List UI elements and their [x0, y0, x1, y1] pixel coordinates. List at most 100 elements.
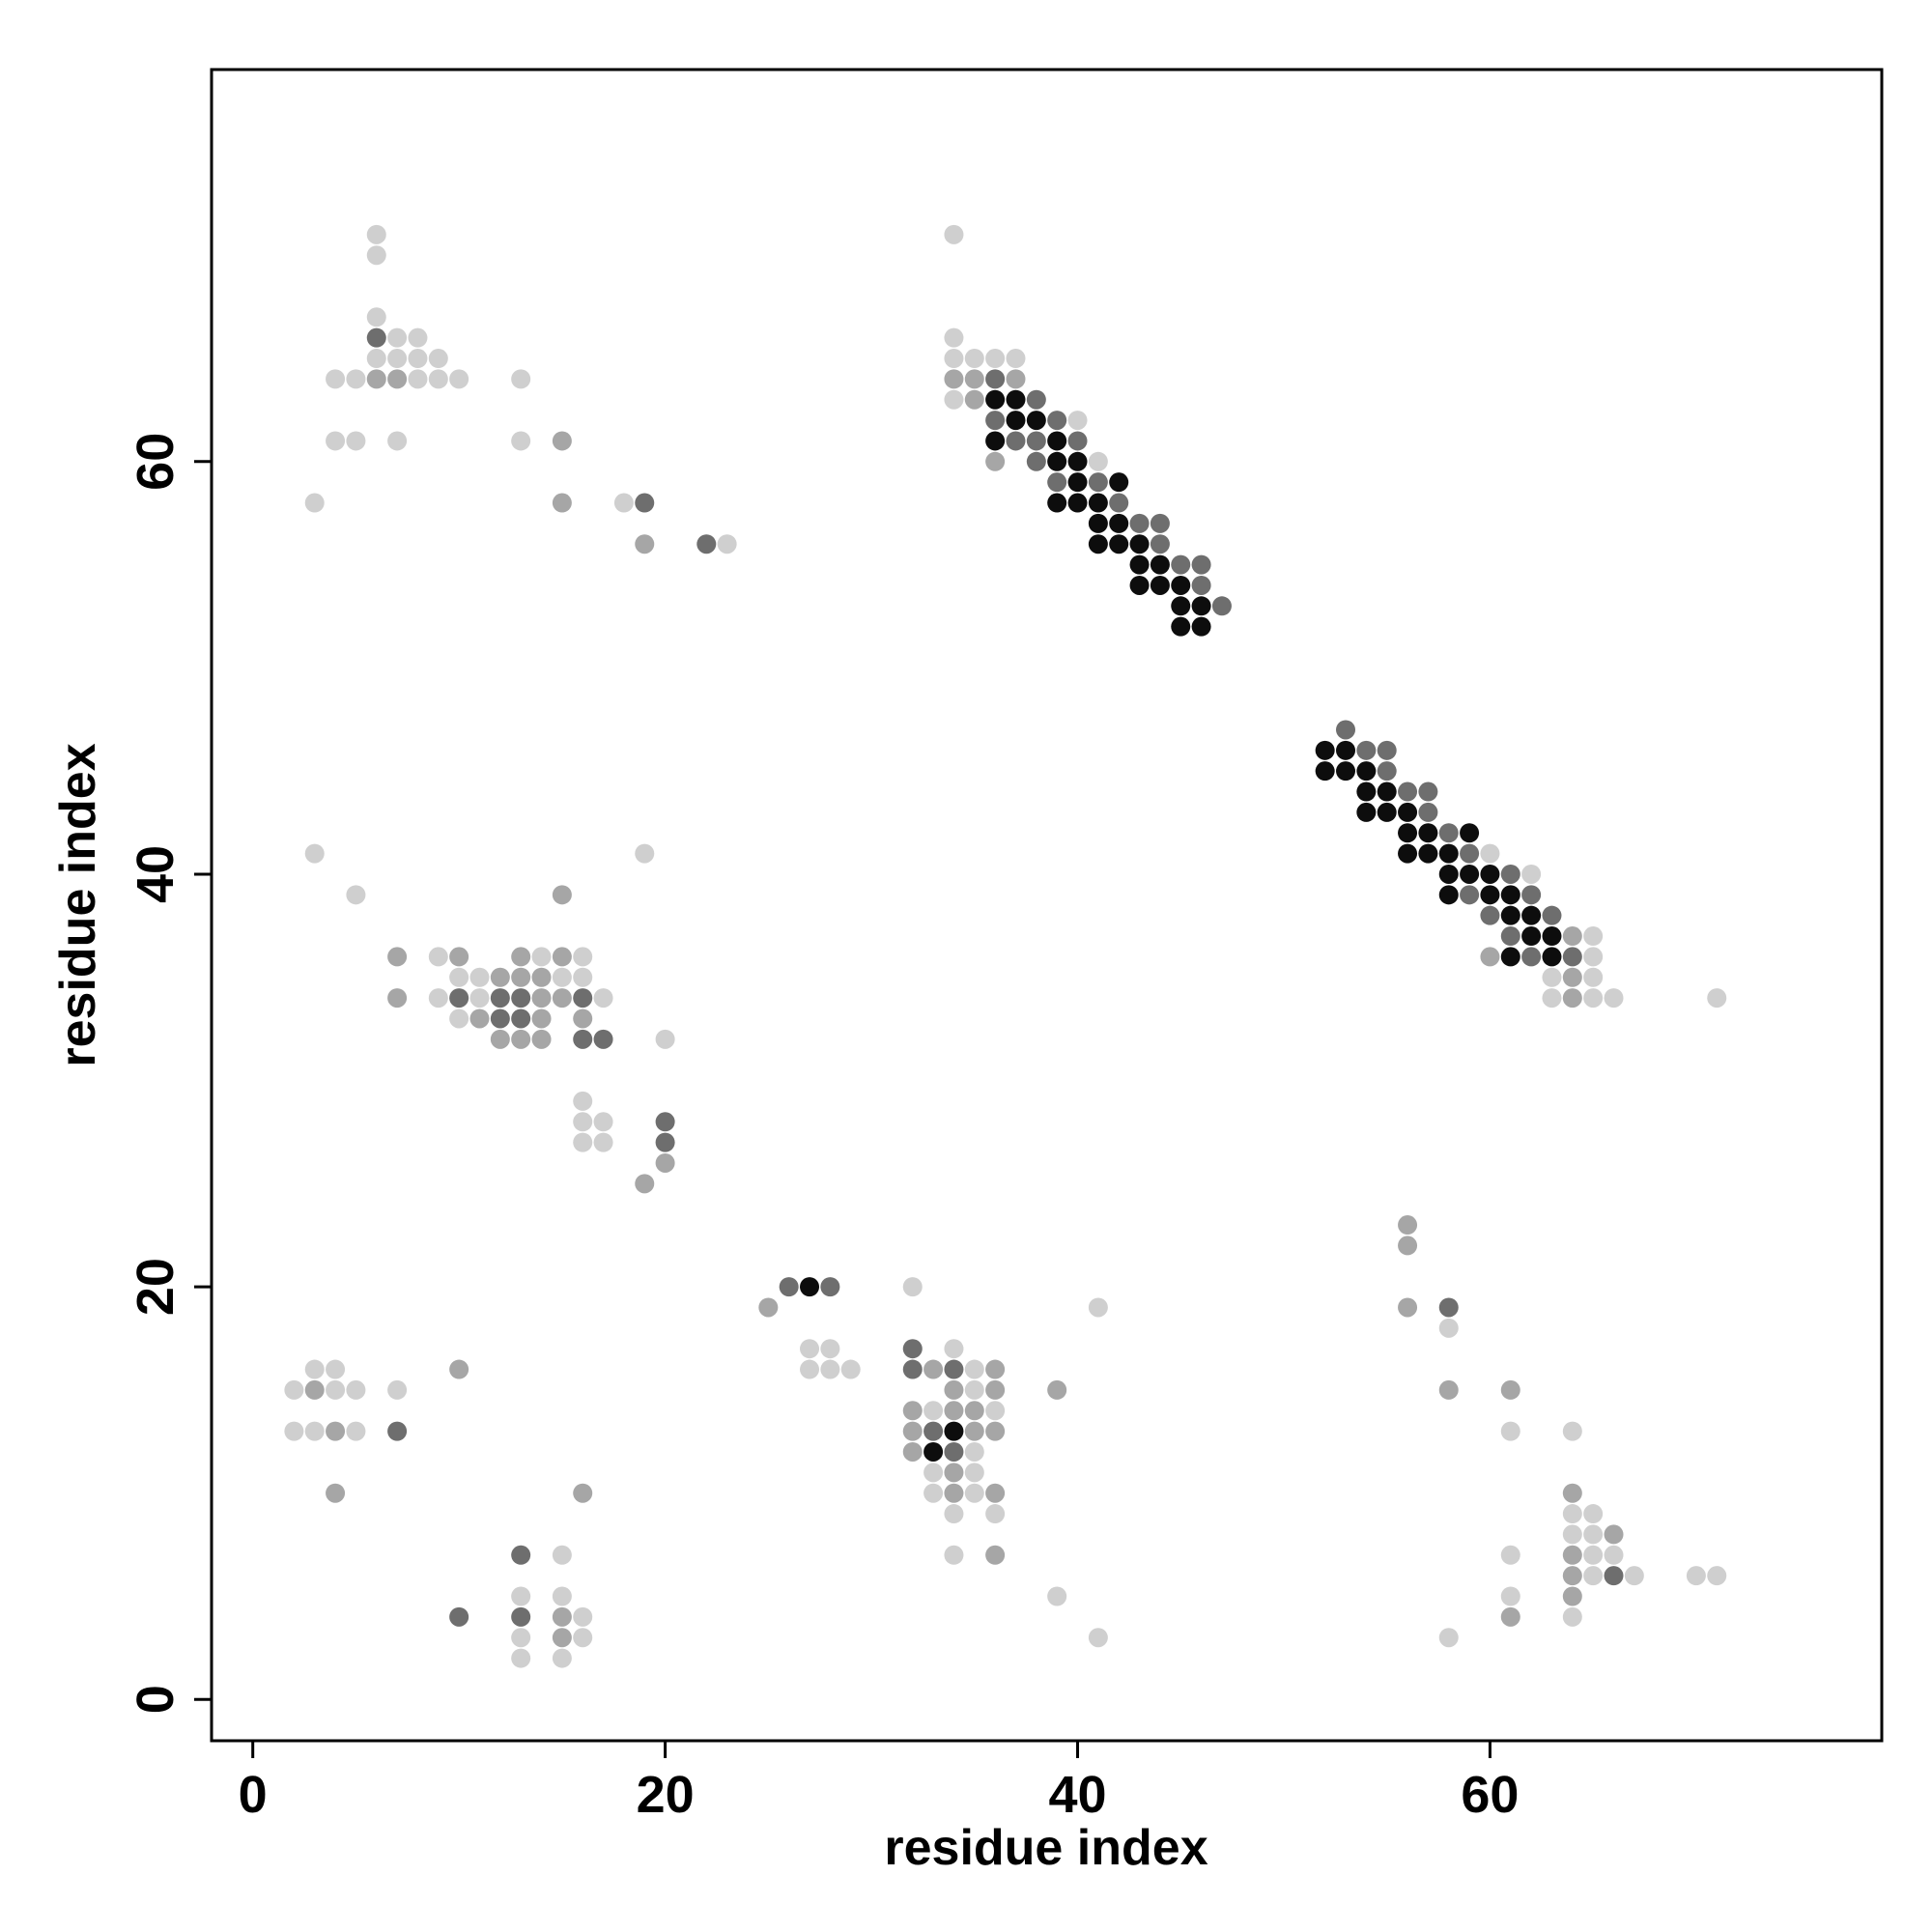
contact-point [573, 1112, 593, 1132]
contact-point [511, 947, 531, 967]
contact-point [1562, 947, 1582, 967]
contact-point [1129, 554, 1150, 575]
contact-point [985, 451, 1006, 471]
contact-point [1480, 905, 1500, 925]
contact-point [944, 1379, 964, 1400]
contact-point [800, 1359, 820, 1379]
contact-point [1542, 967, 1562, 987]
contact-point [1562, 967, 1582, 987]
contact-point [800, 1339, 820, 1359]
contact-point [902, 1359, 923, 1379]
contact-point [1500, 1606, 1520, 1627]
contact-point [1562, 1483, 1582, 1503]
contact-point [1150, 554, 1170, 575]
contact-point [1707, 988, 1727, 1009]
contact-point [1398, 1297, 1418, 1318]
contact-point [552, 1606, 572, 1627]
contact-point [902, 1401, 923, 1421]
contact-point [1336, 720, 1356, 740]
contact-point [346, 369, 366, 389]
contact-point [944, 1463, 964, 1483]
contact-point [1150, 534, 1170, 554]
contact-point [511, 1009, 531, 1029]
contact-point [1109, 513, 1129, 533]
contact-point [573, 1606, 593, 1627]
contact-point [1542, 926, 1562, 947]
contact-point [1398, 1236, 1418, 1256]
contact-point [1088, 1628, 1108, 1648]
contact-point [1088, 513, 1108, 533]
contact-point [469, 988, 490, 1009]
contact-point [964, 1359, 984, 1379]
contact-point [923, 1359, 944, 1379]
contact-point [326, 369, 346, 389]
contact-point [573, 967, 593, 987]
contact-point [366, 245, 386, 266]
contact-point [449, 967, 469, 987]
contact-point [469, 1009, 490, 1029]
contact-point [1356, 802, 1377, 822]
contact-point [1583, 1545, 1604, 1565]
contact-point [1460, 843, 1480, 864]
contact-point [800, 1277, 820, 1297]
contact-point [1480, 843, 1500, 864]
contact-point [985, 1379, 1006, 1400]
contact-point [985, 1421, 1006, 1441]
contact-point [964, 1379, 984, 1400]
x-tick-label: 0 [239, 1766, 268, 1824]
contact-point [531, 1029, 552, 1049]
contact-point [1418, 781, 1438, 802]
contact-point [408, 327, 428, 348]
contact-point [820, 1339, 840, 1359]
plot-frame [210, 68, 1884, 1743]
contact-point [511, 1606, 531, 1627]
contact-point [428, 369, 448, 389]
contact-point [1562, 1504, 1582, 1524]
contact-point [1398, 802, 1418, 822]
contact-point [573, 947, 593, 967]
contact-point [1067, 451, 1088, 471]
contact-point [1356, 761, 1377, 781]
contact-point [531, 967, 552, 987]
contact-point [1047, 411, 1067, 431]
contact-point [387, 988, 408, 1009]
contact-point [1171, 554, 1191, 575]
contact-point [511, 431, 531, 451]
contact-point [1521, 885, 1542, 905]
contact-point [490, 967, 510, 987]
contact-point [1191, 554, 1211, 575]
contact-point [511, 1648, 531, 1668]
contact-point [1026, 431, 1046, 451]
contact-point [944, 349, 964, 369]
contact-point [985, 1504, 1006, 1524]
y-tick-label: 40 [127, 845, 185, 903]
contact-point [573, 1628, 593, 1648]
contact-point [635, 1174, 655, 1194]
contact-point [1562, 1586, 1582, 1606]
contact-point [511, 1586, 531, 1606]
contact-point [655, 1132, 675, 1152]
contact-point [1026, 411, 1046, 431]
contact-point [552, 431, 572, 451]
contact-point [1521, 864, 1542, 884]
contact-point [428, 349, 448, 369]
contact-point [304, 1421, 325, 1441]
contact-point [820, 1277, 840, 1297]
y-tick-label: 0 [127, 1685, 185, 1714]
contact-point [1500, 864, 1520, 884]
contact-point [1562, 1606, 1582, 1627]
contact-point [964, 369, 984, 389]
contact-point [1707, 1566, 1727, 1586]
contact-point [1171, 575, 1191, 595]
contact-point [531, 947, 552, 967]
contact-point [923, 1441, 944, 1462]
contact-point [1006, 389, 1026, 410]
contact-point [428, 947, 448, 967]
contact-point [1583, 967, 1604, 987]
contact-point [1624, 1566, 1644, 1586]
contact-point [511, 967, 531, 987]
contact-point [944, 389, 964, 410]
contact-point [449, 1359, 469, 1379]
contact-point [1542, 988, 1562, 1009]
contact-point [1129, 534, 1150, 554]
